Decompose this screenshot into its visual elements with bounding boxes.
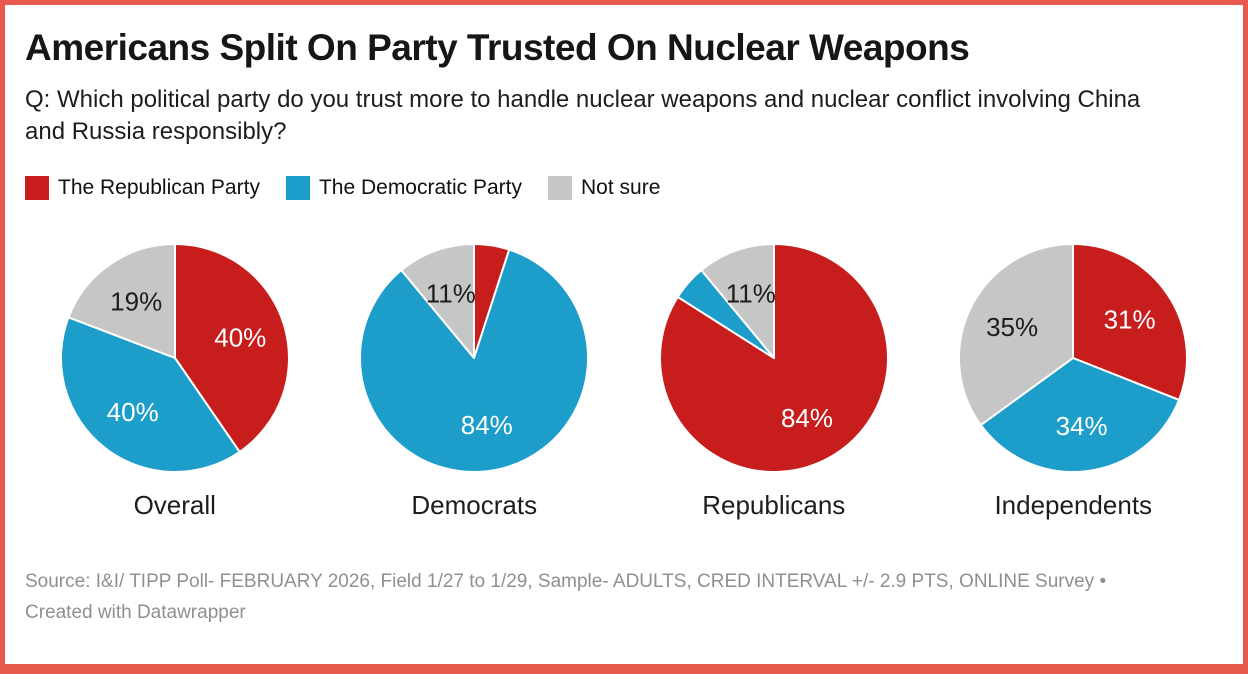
legend-swatch-not-sure: [548, 175, 573, 200]
pie-chart-democrats: 84% 11% Democrats: [325, 242, 625, 521]
pie-slice-not-sure[interactable]: [700, 242, 775, 359]
pie-slice-label: 84%: [461, 410, 513, 440]
legend-item-democratic: The Democratic Party: [285, 175, 523, 200]
category-label-republicans: Republicans: [702, 489, 846, 520]
pie-slice-label: 11%: [725, 278, 775, 308]
pie-slice-label: 35%: [986, 312, 1038, 342]
pie-slice-label: 84%: [781, 403, 833, 433]
legend-swatch-democratic: [285, 175, 310, 200]
pie-slice-republican[interactable]: [173, 242, 290, 453]
pie-slice-label: 19%: [110, 287, 162, 317]
pie-chart-independents: 31% 34% 35% Independents: [924, 242, 1224, 521]
pie-canvas-overall: 40% 40% 19%: [59, 242, 291, 474]
page-title: Americans Split On Party Trusted On Nucl…: [25, 27, 970, 68]
source-line: Source: I&I/ TIPP Poll- FEBRUARY 2026, F…: [25, 570, 1107, 592]
category-label-democrats: Democrats: [411, 489, 538, 520]
pie-slice-democratic[interactable]: [980, 356, 1181, 473]
pie-slice-label: 34%: [1056, 411, 1108, 441]
pie-slice-not-sure[interactable]: [958, 242, 1075, 426]
legend-label-democratic: The Democratic Party: [318, 175, 523, 199]
pie-slice-label: 40%: [214, 323, 266, 353]
legend-item-not-sure: Not sure: [548, 175, 661, 200]
pie-canvas-republicans: 84% 11%: [658, 242, 890, 474]
legend-swatch-republican: [25, 175, 49, 200]
pie-slice-not-sure[interactable]: [67, 242, 176, 359]
pie-slice-label: 31%: [1104, 304, 1156, 334]
attribution-line: Created with Datawrapper: [25, 601, 246, 623]
pie-chart-republicans: 84% 11% Republicans: [624, 242, 924, 521]
pie-slice-democratic[interactable]: [359, 248, 590, 473]
pie-chart-overall: 40% 40% 19% Overall: [25, 242, 325, 521]
pie-slice-democratic[interactable]: [59, 316, 241, 473]
pie-charts-row: 40% 40% 19% Overall 84% 11% Democrats 84% 11…: [25, 242, 1223, 521]
legend-item-republican: The Republican Party: [25, 175, 260, 200]
pie-slice-republican[interactable]: [1072, 242, 1189, 401]
pie-slice-label: 40%: [106, 397, 158, 427]
source-text: Source: I&I/ TIPP Poll- FEBRUARY 2026, F…: [25, 567, 1223, 629]
legend: The Republican Party The Democratic Part…: [25, 175, 1223, 200]
pie-canvas-democrats: 84% 11%: [358, 242, 590, 474]
category-label-independents: Independents: [994, 489, 1153, 520]
legend-label-not-sure: Not sure: [581, 175, 661, 199]
legend-label-republican: The Republican Party: [58, 175, 260, 199]
pie-canvas-independents: 31% 34% 35%: [957, 242, 1189, 474]
pie-slice-label: 11%: [426, 278, 476, 308]
pie-slice-not-sure[interactable]: [400, 242, 476, 359]
category-label-overall: Overall: [133, 489, 216, 520]
page-subtitle: Q: Which political party do you trust mo…: [25, 85, 1141, 145]
